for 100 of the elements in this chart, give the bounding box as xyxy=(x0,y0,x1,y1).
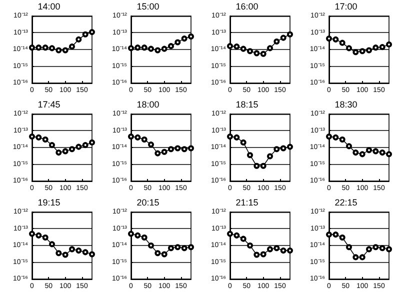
chart-title: 20:15 xyxy=(136,198,160,208)
point xyxy=(36,44,42,51)
chart-title: 18:30 xyxy=(334,100,358,110)
chart-title: 17:00 xyxy=(334,2,358,12)
chart-title: 14:00 xyxy=(38,2,60,12)
point xyxy=(148,46,154,52)
point xyxy=(234,134,240,140)
point xyxy=(168,43,174,50)
point xyxy=(379,245,386,252)
point xyxy=(82,142,88,148)
point xyxy=(280,34,286,41)
point xyxy=(366,246,372,252)
point xyxy=(287,248,293,254)
point xyxy=(148,242,154,248)
point xyxy=(134,232,141,238)
point xyxy=(49,142,55,148)
point xyxy=(366,147,372,154)
point xyxy=(346,244,352,250)
point xyxy=(326,134,332,140)
point xyxy=(326,36,332,42)
point xyxy=(366,47,372,54)
point xyxy=(161,46,168,52)
point xyxy=(174,145,181,152)
point xyxy=(148,142,154,148)
chart-title: 19:15 xyxy=(38,198,60,208)
point xyxy=(379,150,386,156)
point xyxy=(352,254,359,260)
point xyxy=(89,251,95,258)
point xyxy=(359,48,366,54)
point xyxy=(339,234,346,241)
point xyxy=(274,245,280,252)
point xyxy=(62,47,68,54)
point xyxy=(386,41,392,48)
point xyxy=(141,44,148,51)
point xyxy=(181,146,188,152)
point xyxy=(49,241,55,248)
point xyxy=(188,244,194,250)
point xyxy=(188,145,194,152)
point xyxy=(240,139,246,146)
chart-title: 16:00 xyxy=(236,2,258,12)
point xyxy=(128,45,134,52)
point xyxy=(287,144,293,150)
point xyxy=(174,244,181,250)
point xyxy=(247,48,253,54)
point xyxy=(29,44,35,51)
point xyxy=(42,136,48,143)
point xyxy=(161,148,168,155)
point xyxy=(234,44,240,50)
point xyxy=(326,232,332,238)
point xyxy=(82,31,88,38)
point xyxy=(49,45,55,52)
point xyxy=(247,152,253,158)
point xyxy=(76,248,82,254)
point xyxy=(352,49,359,56)
chart-title: 17:45 xyxy=(38,100,60,110)
point xyxy=(260,50,266,57)
point xyxy=(154,150,161,156)
point xyxy=(56,47,62,54)
point xyxy=(346,45,352,52)
point xyxy=(332,134,339,140)
point xyxy=(181,245,188,252)
chart-title: 21:15 xyxy=(236,198,258,208)
point xyxy=(280,248,286,254)
point xyxy=(287,31,293,38)
point xyxy=(234,232,240,238)
point xyxy=(274,38,280,45)
point xyxy=(280,145,286,152)
chart-title: 22:15 xyxy=(334,198,358,208)
point xyxy=(227,43,233,50)
point xyxy=(89,29,95,36)
point xyxy=(76,144,82,150)
point xyxy=(134,44,141,51)
point xyxy=(240,46,246,52)
point xyxy=(82,249,88,256)
point xyxy=(76,36,82,42)
point xyxy=(267,153,273,160)
point xyxy=(372,148,379,154)
point xyxy=(386,246,392,252)
point xyxy=(346,143,352,150)
point xyxy=(332,232,339,238)
point xyxy=(154,250,161,256)
point xyxy=(161,251,168,258)
point xyxy=(181,36,188,42)
point xyxy=(260,162,266,169)
point xyxy=(128,230,134,237)
point xyxy=(386,151,392,158)
point xyxy=(69,44,75,50)
point xyxy=(188,33,194,40)
point xyxy=(247,242,253,248)
point xyxy=(372,44,379,51)
point xyxy=(69,146,75,152)
point xyxy=(379,44,386,50)
point xyxy=(227,230,233,237)
point xyxy=(128,134,134,140)
point xyxy=(372,244,379,250)
point xyxy=(339,136,346,143)
point xyxy=(254,252,260,258)
point xyxy=(134,134,141,140)
point xyxy=(42,234,48,241)
point xyxy=(29,230,35,237)
